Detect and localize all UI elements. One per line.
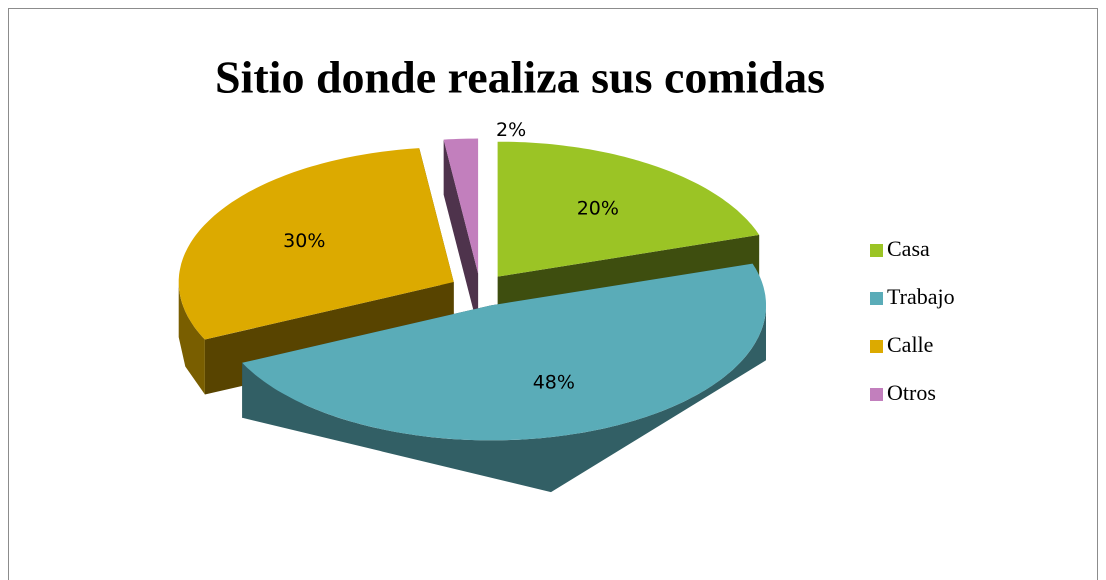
slice-side [443,139,479,329]
slice [497,141,760,277]
data-label: 20% [577,197,619,219]
data-label: 30% [283,230,325,252]
legend-swatch [870,244,883,257]
legend-swatch [870,340,883,353]
legend-label: Calle [887,332,933,357]
chart-border [8,8,1098,580]
slice-wall [242,305,766,493]
chart-title: Sitio donde realiza sus comidas [215,52,825,103]
slice [242,263,766,441]
slice-wall [178,282,205,395]
data-label: 48% [533,372,575,394]
legend-label: Trabajo [887,284,955,309]
data-label: 2% [496,119,526,141]
legend-swatch [870,388,883,401]
slice [178,148,454,340]
legend-swatch [870,292,883,305]
legend-label: Otros [887,380,936,405]
legend-label: Casa [887,236,930,261]
slice [443,138,479,274]
